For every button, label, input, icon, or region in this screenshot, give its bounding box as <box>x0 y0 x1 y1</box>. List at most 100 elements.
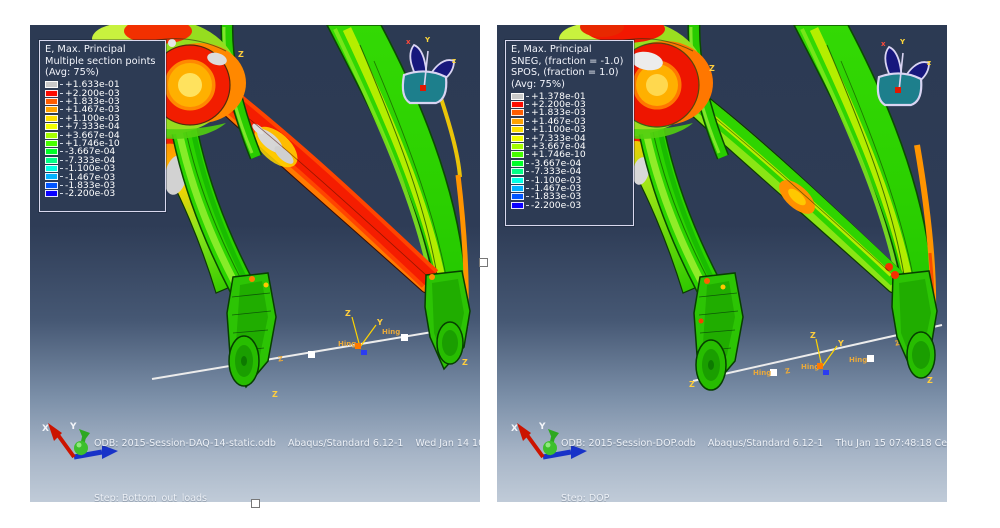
legend-tick <box>526 179 529 181</box>
legend-value: +1.833e-03 <box>531 107 586 119</box>
legend-row: +1.100e-03 <box>45 112 162 124</box>
view-compass[interactable]: x Y z <box>401 36 456 105</box>
legend-header-line: (Avg: 75%) <box>511 78 565 90</box>
connector-node <box>867 355 874 362</box>
connector-node <box>770 369 777 376</box>
legend-value: +1.100e-03 <box>65 112 120 124</box>
connector-origin <box>817 363 823 369</box>
legend-color-swatch <box>45 123 58 131</box>
odb-line: ODB: 2015-Session-DOP.odb Abaqus/Standar… <box>561 438 947 449</box>
legend-value: -1.833e-03 <box>65 179 116 191</box>
legend-tick <box>526 137 529 139</box>
legend-header-line: SNEG, (fraction = -1.0) <box>511 55 624 67</box>
compass-y-label: Y <box>899 38 906 46</box>
legend-color-swatch <box>45 173 58 181</box>
legend-tick <box>60 134 63 136</box>
legend-tick <box>60 117 63 119</box>
legend-value: +1.100e-03 <box>531 124 586 136</box>
legend-row: +2.200e-03 <box>511 99 630 111</box>
connector-origin <box>355 343 361 349</box>
legend-color-swatch <box>45 190 58 198</box>
legend-tick <box>60 184 63 186</box>
legend-tick <box>526 146 529 148</box>
legend-row: +2.200e-03 <box>45 88 162 99</box>
legend-row: -1.467e-03 <box>511 183 630 194</box>
abaqus-viewport-left[interactable]: Z Z Hing Hing Hing Z Y <box>30 25 480 502</box>
legend-value: +1.633e-01 <box>65 79 120 91</box>
legend-color-swatch <box>511 151 524 159</box>
legend-value: +2.200e-03 <box>531 99 586 111</box>
state-block: ODB: 2015-Session-DAQ-14-static.odb Abaq… <box>94 416 480 502</box>
triad-y-label: Y <box>69 422 77 432</box>
legend-tick <box>526 204 529 206</box>
legend-value: -2.200e-03 <box>65 188 116 200</box>
legend-color-swatch <box>511 176 524 184</box>
legend-header-line: (Avg: 75%) <box>45 67 99 78</box>
legend-row: -7.333e-04 <box>511 166 630 178</box>
orientation-triad: X Y <box>42 422 118 460</box>
connector-y-axis-label: Y <box>837 339 844 348</box>
hinge-label: Hing <box>753 369 771 377</box>
legend-color-swatch <box>511 134 524 142</box>
legend-tick <box>60 100 63 102</box>
connector-z-axis-label: Z <box>345 309 351 318</box>
compass-z-label: z <box>927 59 931 67</box>
legend-row: +1.746e-10 <box>45 138 162 149</box>
hinge-label: Hing <box>801 363 819 371</box>
connector-axle-line: Z Z Hing Hing Hing Z Y <box>151 309 469 380</box>
legend-tick <box>526 162 529 164</box>
legend-value: -1.467e-03 <box>65 171 116 183</box>
legend-color-swatch <box>511 117 524 125</box>
legend-color-swatch <box>45 114 58 122</box>
dropout-z-label: Z <box>689 380 695 389</box>
fea-model-right[interactable]: Z Z Hing Hing Hing Z Y <box>497 25 947 502</box>
legend-tick <box>526 120 529 122</box>
legend-row: -1.100e-03 <box>45 163 162 174</box>
rear-dropout-left: Z <box>226 272 278 399</box>
legend-row: +1.467e-03 <box>511 116 630 127</box>
legend-header-line: E, Max. Principal <box>511 44 592 55</box>
dropout-z-label: Z <box>927 376 933 385</box>
legend-value: -7.333e-04 <box>65 154 116 166</box>
legend-row: +1.833e-03 <box>45 96 162 107</box>
compass-x-label: x <box>881 40 886 48</box>
legend-tick <box>60 151 63 153</box>
legend-color-swatch <box>511 101 524 109</box>
legend-row: -1.833e-03 <box>45 179 162 191</box>
legend-color-swatch <box>45 89 58 97</box>
connector-y-axis-label: Y <box>376 318 383 327</box>
orientation-triad: X Y <box>511 422 587 460</box>
legend-row: +1.467e-03 <box>45 104 162 115</box>
legend-row: +1.378e-01 <box>511 91 630 102</box>
legend-tick <box>60 142 63 144</box>
legend-color-swatch <box>45 139 58 147</box>
legend-value: +3.667e-04 <box>531 141 586 153</box>
step-line: Step: Bottom_out_loads <box>94 493 208 502</box>
view-compass[interactable]: x Y z <box>876 38 931 107</box>
compass-z-label: z <box>452 57 456 65</box>
compass-y-label: Y <box>424 36 431 44</box>
legend-value: +7.333e-04 <box>531 132 586 144</box>
legend-color-swatch <box>45 97 58 105</box>
legend-row: -1.833e-03 <box>511 191 630 202</box>
abaqus-viewport-right[interactable]: Z Z Hing Hing Hing Z Y <box>497 25 947 502</box>
legend-tick <box>526 95 529 97</box>
legend-tick <box>60 168 63 170</box>
legend-value: -1.467e-03 <box>531 183 582 194</box>
legend-value: +7.333e-04 <box>65 121 120 133</box>
legend-value: -7.333e-04 <box>531 166 582 178</box>
selection-handle-bottom[interactable] <box>251 499 260 508</box>
legend-tick <box>60 176 63 178</box>
legend-header-line: Multiple section points <box>45 55 156 67</box>
legend-tick <box>526 104 529 106</box>
model-z-label: Z <box>238 50 244 59</box>
legend-color-swatch <box>45 181 58 189</box>
legend-row: -7.333e-04 <box>45 154 162 166</box>
legend-color-swatch <box>45 81 58 89</box>
state-block: ODB: 2015-Session-DOP.odb Abaqus/Standar… <box>561 416 947 502</box>
contour-legend: E, Max. Principal Multiple section points… <box>39 40 166 212</box>
legend-row: -3.667e-04 <box>45 146 162 157</box>
legend-tick <box>526 171 529 173</box>
dropout-z-label: Z <box>272 390 278 399</box>
selection-handle-right[interactable] <box>479 258 488 267</box>
